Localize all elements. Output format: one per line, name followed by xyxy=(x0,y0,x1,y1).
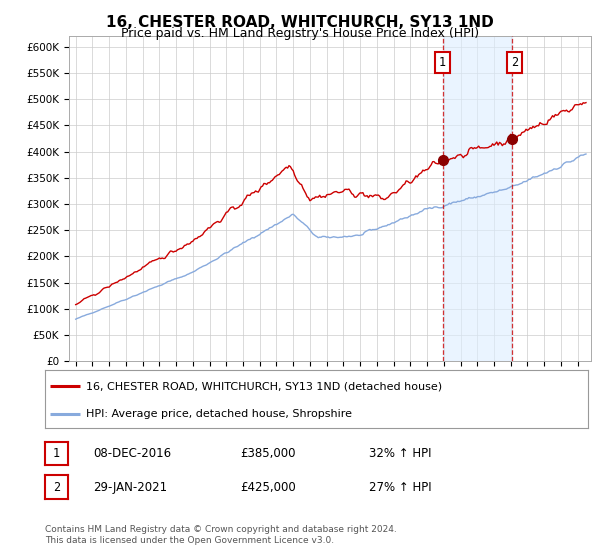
Text: £385,000: £385,000 xyxy=(240,447,296,460)
Text: HPI: Average price, detached house, Shropshire: HPI: Average price, detached house, Shro… xyxy=(86,409,352,419)
Text: Price paid vs. HM Land Registry's House Price Index (HPI): Price paid vs. HM Land Registry's House … xyxy=(121,27,479,40)
Text: 08-DEC-2016: 08-DEC-2016 xyxy=(93,447,171,460)
Text: 2: 2 xyxy=(511,56,518,69)
Text: 1: 1 xyxy=(53,447,60,460)
Bar xyxy=(443,36,512,361)
Text: 27% ↑ HPI: 27% ↑ HPI xyxy=(369,480,431,494)
Text: 2: 2 xyxy=(53,480,60,494)
Text: 32% ↑ HPI: 32% ↑ HPI xyxy=(369,447,431,460)
Text: 29-JAN-2021: 29-JAN-2021 xyxy=(93,480,167,494)
Text: Contains HM Land Registry data © Crown copyright and database right 2024.
This d: Contains HM Land Registry data © Crown c… xyxy=(45,525,397,545)
Text: 16, CHESTER ROAD, WHITCHURCH, SY13 1ND (detached house): 16, CHESTER ROAD, WHITCHURCH, SY13 1ND (… xyxy=(86,381,442,391)
Text: £425,000: £425,000 xyxy=(240,480,296,494)
Text: 1: 1 xyxy=(439,56,446,69)
Text: 16, CHESTER ROAD, WHITCHURCH, SY13 1ND: 16, CHESTER ROAD, WHITCHURCH, SY13 1ND xyxy=(106,15,494,30)
